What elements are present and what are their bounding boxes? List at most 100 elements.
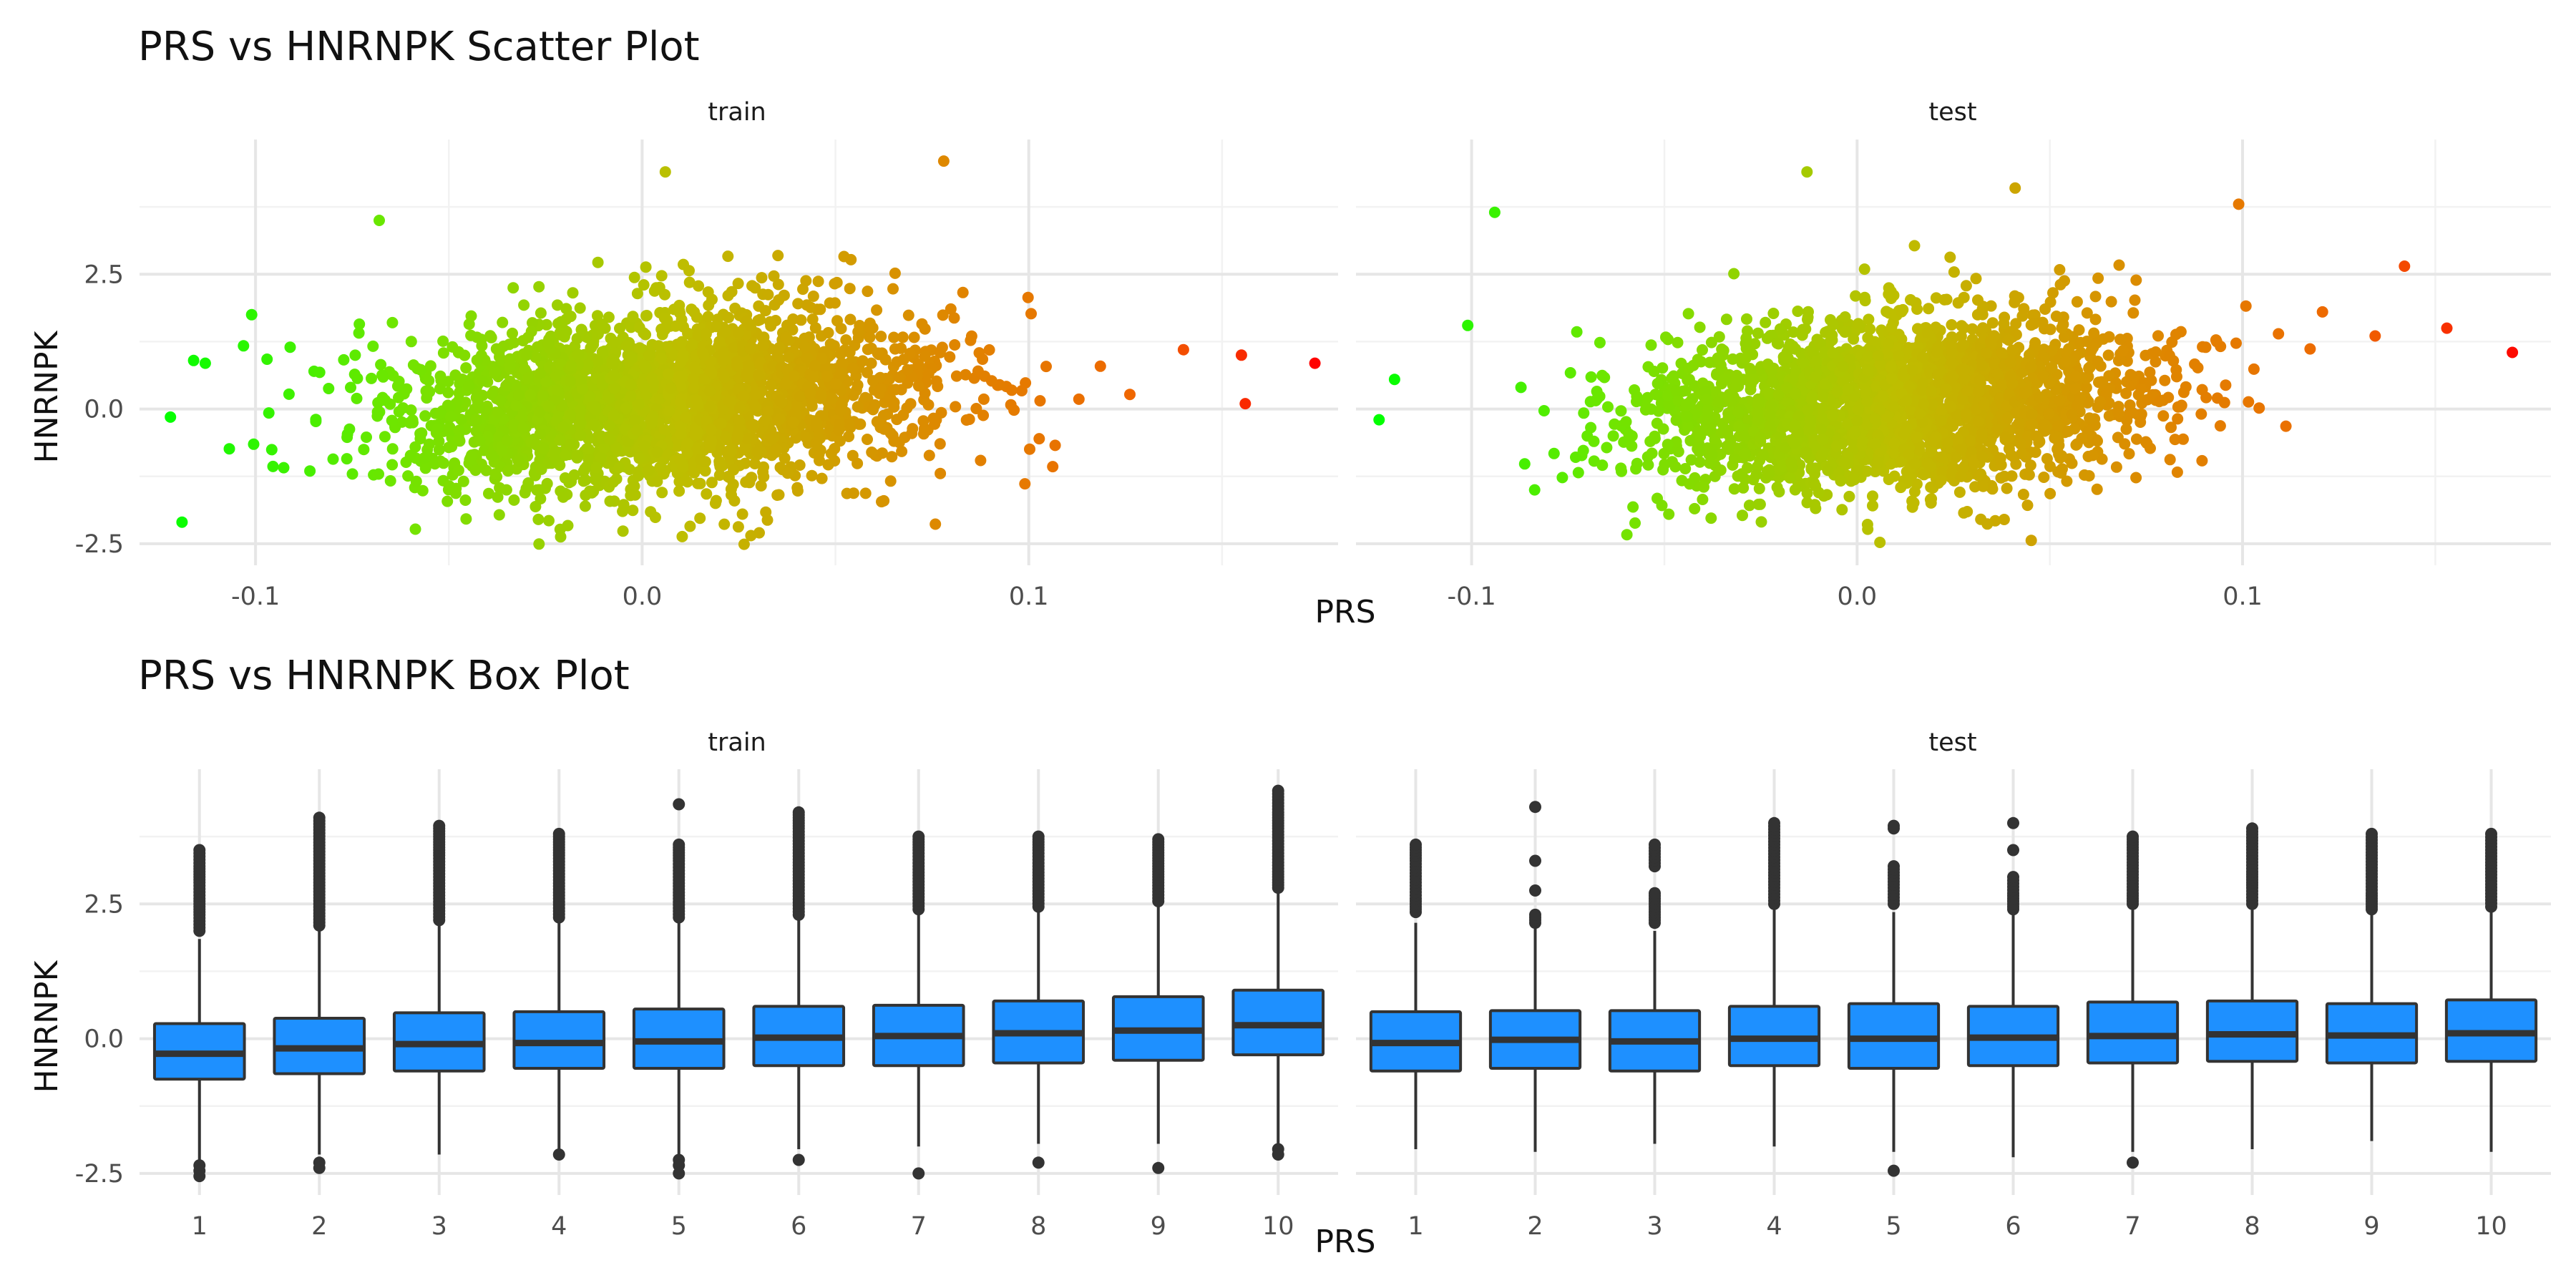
scatter-point	[489, 468, 502, 480]
scatter-point	[2018, 303, 2030, 315]
scatter-point	[1752, 327, 1764, 339]
scatter-point	[799, 341, 811, 353]
scatter-point	[950, 370, 962, 382]
scatter-point	[522, 371, 535, 384]
scatter-point	[949, 339, 961, 351]
scatter-point	[1657, 423, 1669, 435]
scatter-point	[771, 350, 784, 362]
scatter-point	[571, 333, 583, 345]
scatter-point	[821, 370, 833, 382]
scatter-point	[512, 454, 525, 467]
scatter-point	[1958, 507, 1970, 519]
scatter-point	[879, 353, 892, 366]
scatter-point	[1826, 329, 1838, 341]
scatter-point	[701, 488, 713, 500]
scatter-point	[656, 487, 668, 499]
scatter-point	[919, 350, 931, 362]
scatter-point	[603, 433, 615, 445]
scatter-point	[535, 493, 547, 504]
scatter-point	[792, 298, 804, 310]
scatter-point	[745, 530, 757, 542]
scatter-point	[1752, 414, 1764, 426]
scatter-point	[633, 469, 644, 482]
scatter-point	[592, 256, 604, 268]
scatter-point	[2062, 425, 2074, 437]
scatter-point	[731, 356, 743, 368]
scatter-point	[416, 427, 428, 439]
scatter-point	[1047, 461, 1059, 473]
scatter-point	[2171, 466, 2183, 478]
scatter-point	[283, 388, 295, 400]
scatter-point	[1970, 273, 1982, 285]
scatter-point	[758, 415, 771, 426]
scatter-point	[2038, 472, 2050, 483]
scatter-point	[975, 454, 987, 467]
scatter-point	[2057, 463, 2068, 475]
scatter-point	[751, 446, 763, 458]
scatter-title: PRS vs HNRNPK Scatter Plot	[138, 24, 700, 70]
scatter-point	[2076, 432, 2088, 444]
scatter-point	[2050, 311, 2062, 322]
scatter-point	[758, 471, 770, 483]
scatter-point	[345, 381, 356, 394]
scatter-point	[535, 307, 547, 319]
scatter-point	[783, 334, 795, 346]
scatter-panel-train: -0.1 0.0 0.1-2.50.02.5	[75, 140, 1338, 611]
scatter-point	[2177, 433, 2189, 445]
scatter-point	[835, 367, 847, 379]
scatter-point	[1909, 458, 1921, 470]
scatter-point	[361, 431, 372, 443]
scatter-point	[341, 428, 353, 440]
scatter-point	[1702, 404, 1714, 416]
scatter-point	[1913, 444, 1926, 456]
scatter-point	[902, 364, 914, 376]
scatter-x-axis-label: PRS	[1314, 594, 1375, 630]
scatter-point	[830, 378, 841, 390]
scatter-point	[607, 476, 619, 488]
scatter-point	[492, 491, 504, 503]
scatter-point	[1731, 369, 1743, 381]
scatter-point	[1976, 428, 1988, 440]
scatter-point	[1957, 338, 1969, 351]
scatter-point	[895, 342, 907, 354]
scatter-point	[248, 438, 260, 450]
scatter-point	[1861, 396, 1873, 408]
scatter-point	[1662, 333, 1674, 346]
scatter-point	[733, 402, 746, 414]
scatter-point	[807, 291, 819, 302]
scatter-point	[847, 362, 859, 374]
scatter-point	[2044, 460, 2056, 472]
scatter-point	[640, 310, 653, 321]
scatter-point	[613, 462, 625, 474]
scatter-point	[1792, 306, 1804, 317]
scatter-point	[565, 360, 577, 372]
scatter-point	[549, 452, 561, 464]
scatter-point	[628, 271, 640, 283]
scatter-point	[2153, 396, 2165, 408]
scatter-point	[223, 443, 235, 455]
scatter-point	[930, 518, 942, 530]
scatter-point	[898, 353, 909, 366]
scatter-point	[1757, 449, 1770, 461]
scatter-point	[1124, 389, 1136, 401]
scatter-point	[852, 401, 864, 413]
scatter-point	[596, 346, 608, 358]
scatter-point	[749, 389, 761, 401]
box-x-axis-label: PRS	[1314, 1224, 1375, 1260]
scatter-point	[1682, 420, 1694, 432]
scatter-point	[794, 391, 806, 403]
scatter-point	[1843, 490, 1855, 502]
scatter-point	[379, 394, 391, 406]
scatter-point	[691, 429, 703, 441]
scatter-point	[572, 449, 583, 462]
scatter-point	[1590, 394, 1602, 406]
scatter-point	[575, 429, 587, 441]
scatter-point	[1627, 501, 1639, 513]
scatter-point	[530, 351, 542, 364]
scatter-point	[1863, 313, 1875, 326]
scatter-point	[852, 379, 864, 391]
scatter-point	[542, 338, 555, 350]
scatter-point	[800, 275, 812, 287]
scatter-point	[1859, 291, 1870, 303]
scatter-point	[844, 283, 856, 295]
